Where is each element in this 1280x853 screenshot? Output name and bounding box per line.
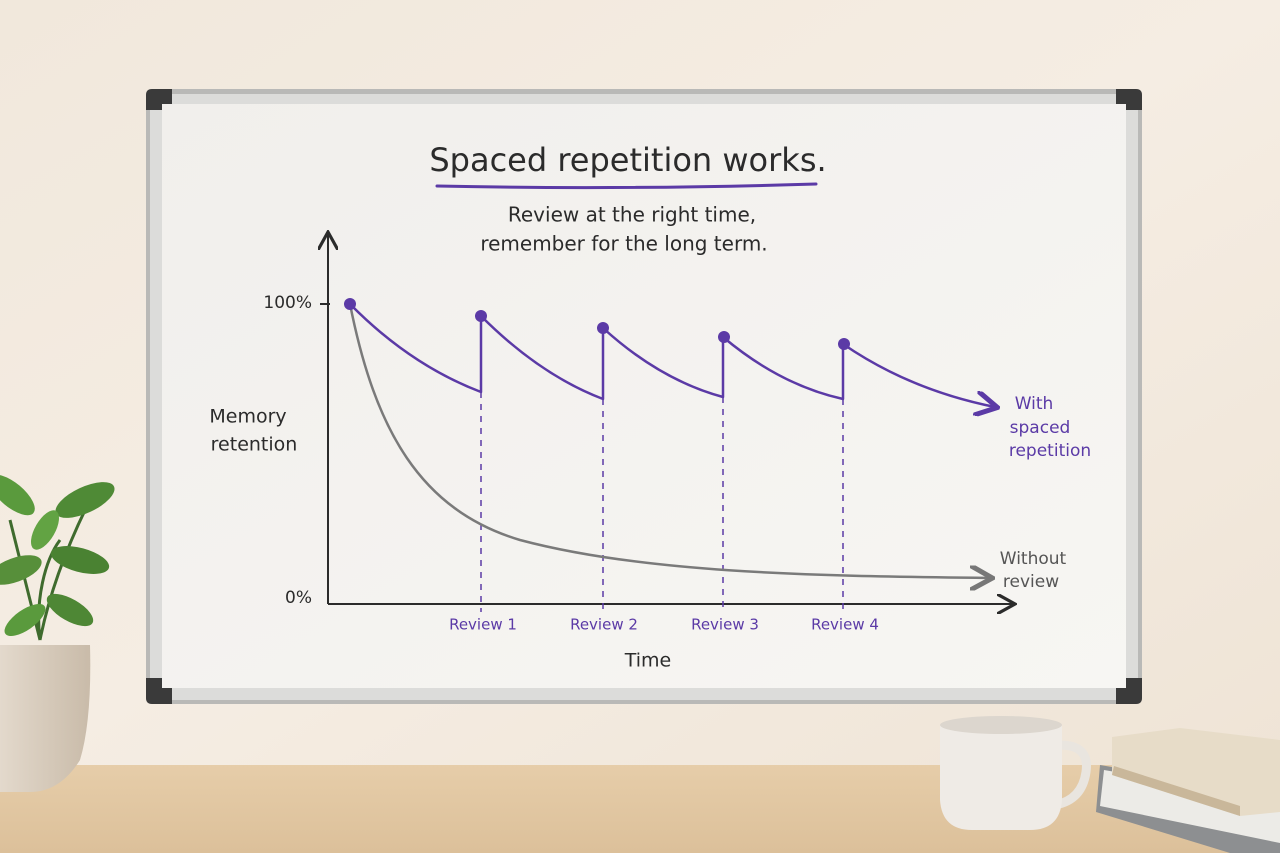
book — [1112, 728, 1280, 816]
leaf — [4, 603, 46, 637]
review-point — [475, 310, 487, 322]
plant-pot — [0, 645, 91, 792]
subtitle-line: remember for the long term. — [480, 232, 767, 256]
mug-body — [940, 725, 1062, 830]
x-axis-label: Time — [624, 650, 672, 672]
curve-label: review — [1003, 572, 1059, 592]
curve-label: Without — [1000, 549, 1067, 569]
board-surface — [162, 104, 1126, 688]
y-tick-label: 100% — [263, 293, 312, 313]
review-label: Review 3 — [691, 616, 759, 634]
review-label: Review 1 — [449, 616, 517, 634]
title-underline — [435, 182, 818, 190]
leaf — [55, 482, 115, 518]
frame-corner — [1116, 89, 1142, 110]
curve-label: spaced — [1010, 418, 1071, 438]
review-point — [718, 331, 730, 343]
books — [1096, 728, 1280, 853]
review-point — [344, 298, 356, 310]
review-guides — [480, 392, 844, 612]
leaf — [46, 593, 94, 627]
review-point — [838, 338, 850, 350]
mug-handle — [1053, 740, 1091, 810]
y-axis-label: Memory — [209, 406, 286, 428]
review-label: Review 4 — [811, 616, 879, 634]
frame-corner — [146, 678, 172, 704]
curve-label: repetition — [1009, 441, 1091, 461]
frame-corner — [1116, 678, 1142, 704]
y-tick-label: 0% — [285, 588, 312, 608]
mug — [940, 716, 1091, 830]
subtitle-line: Review at the right time, — [508, 203, 756, 227]
leaf — [50, 546, 110, 574]
desk — [0, 765, 1280, 853]
forgetting-curve — [348, 303, 990, 578]
plant — [0, 474, 115, 792]
y-axis-label: retention — [211, 434, 298, 456]
book-pages — [1100, 770, 1280, 843]
frame-corner — [146, 89, 172, 110]
leaf — [0, 474, 35, 516]
book-edge — [1112, 766, 1240, 816]
curve-label: With — [1015, 394, 1054, 414]
review-points — [344, 298, 850, 350]
mug-rim — [940, 716, 1062, 734]
title: Spaced repetition works. — [429, 141, 826, 179]
review-point — [597, 322, 609, 334]
retention-curve — [349, 303, 995, 407]
leaf — [31, 510, 59, 550]
review-label: Review 2 — [570, 616, 638, 634]
leaf — [0, 555, 42, 585]
